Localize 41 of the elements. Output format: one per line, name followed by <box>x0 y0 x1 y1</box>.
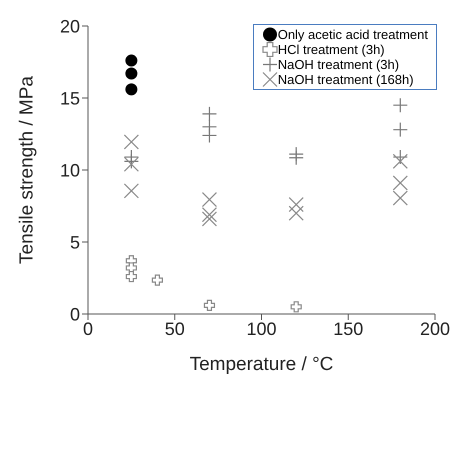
point <box>124 154 139 169</box>
y-tick-label: 20 <box>60 16 80 36</box>
y-axis-title: Tensile strength / MPa <box>16 76 38 264</box>
point <box>202 207 218 222</box>
legend-label: NaOH treatment (3h) <box>278 57 400 72</box>
point <box>392 149 408 165</box>
point <box>126 270 137 282</box>
legend-label: HCl treatment (3h) <box>278 42 385 57</box>
x-tick-label: 150 <box>333 318 364 339</box>
x-axis-title: Temperature / °C <box>190 354 334 375</box>
point <box>152 274 163 286</box>
point <box>202 211 218 227</box>
point <box>125 83 138 96</box>
y-tick-label: 15 <box>60 88 80 108</box>
legend-label: Only acetic acid treatment <box>278 27 428 42</box>
point <box>392 122 408 138</box>
point <box>288 196 304 212</box>
point <box>392 98 408 113</box>
x-tick-label: 100 <box>246 318 277 339</box>
point <box>392 190 408 206</box>
point <box>202 128 218 144</box>
y-tick-label: 10 <box>60 160 80 180</box>
point <box>392 154 408 169</box>
point <box>288 206 304 221</box>
point <box>124 156 139 172</box>
point <box>204 300 216 311</box>
x-tick-label: 200 <box>420 318 450 339</box>
legend-label: NaOH treatment (168h) <box>278 72 414 87</box>
y-tick-label: 0 <box>70 304 80 324</box>
point <box>125 68 138 80</box>
point <box>290 301 302 312</box>
point <box>125 54 138 67</box>
point <box>124 183 139 198</box>
point <box>202 192 218 208</box>
point <box>392 175 408 191</box>
point <box>202 106 218 122</box>
point <box>288 150 304 166</box>
x-tick-label: 0 <box>82 318 94 339</box>
y-tick-label: 5 <box>70 232 80 252</box>
point <box>124 134 139 150</box>
x-tick-label: 50 <box>164 318 185 339</box>
